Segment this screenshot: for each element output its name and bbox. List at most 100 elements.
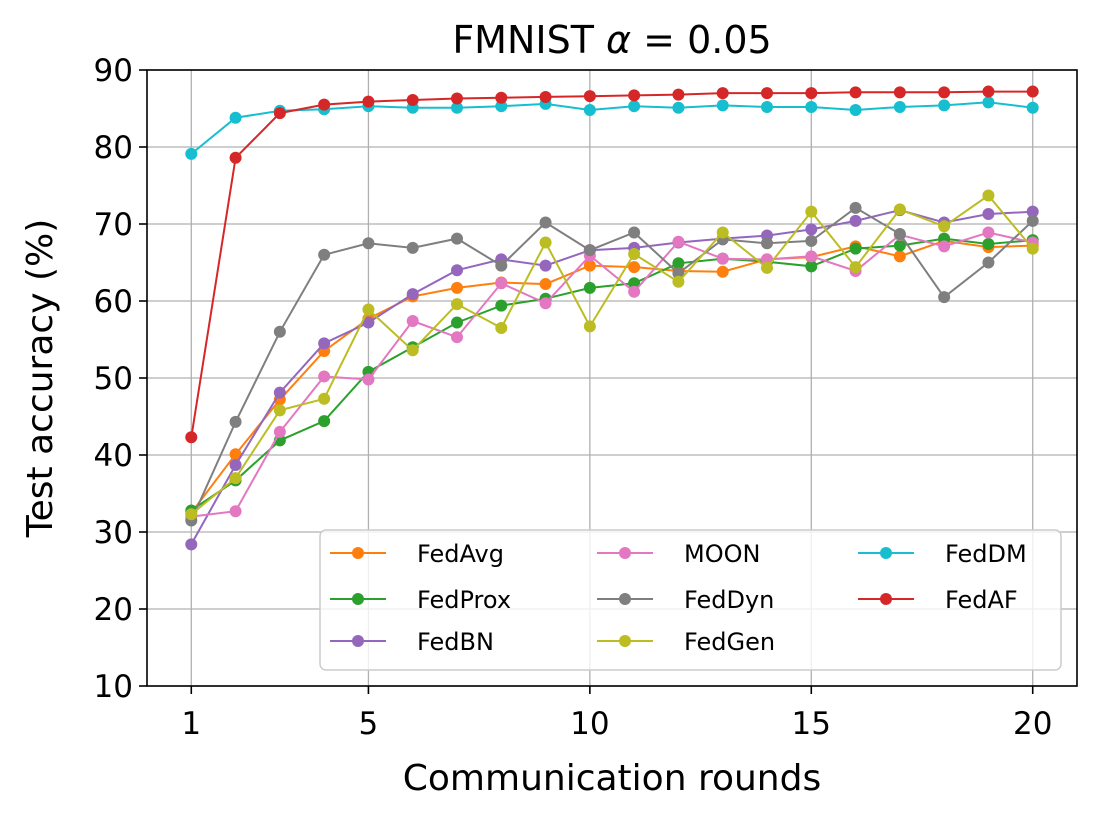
data-point-fedaf (849, 86, 862, 99)
legend-item-fedbn: FedBN (330, 628, 494, 656)
data-point-fedaf (362, 95, 375, 108)
x-tick-label: 1 (181, 706, 201, 742)
data-point-feddm (583, 104, 596, 117)
series-line-fedbn (190, 209, 1033, 545)
data-point-fedbn (362, 316, 375, 329)
data-point-feddm (982, 96, 995, 109)
y-tick-label: 60 (94, 284, 133, 320)
data-point-fedgen (273, 404, 286, 417)
data-point-fedgen (451, 298, 463, 311)
data-point-fedgen (406, 344, 419, 357)
data-point-moon (273, 425, 286, 438)
data-point-feddyn (938, 291, 951, 304)
legend-marker-feddyn (619, 593, 631, 605)
data-point-fedbn (318, 337, 331, 350)
data-point-fedprox (982, 238, 995, 251)
data-point-feddyn (805, 234, 818, 247)
legend-marker-feddm (880, 547, 892, 559)
legend-label-fedprox: FedProx (417, 586, 511, 614)
data-point-fedgen (229, 472, 242, 485)
data-point-fedaf (982, 85, 995, 98)
data-point-fedaf (628, 89, 641, 102)
data-point-fedgen (628, 248, 641, 261)
data-point-fedavg (893, 250, 906, 263)
data-point-feddm (628, 100, 641, 113)
data-point-fedgen (539, 236, 552, 249)
data-point-fedaf (716, 87, 729, 100)
data-point-feddm (1026, 101, 1039, 114)
series-line-fedgen (190, 194, 1034, 516)
data-point-feddyn (539, 216, 552, 229)
legend-item-feddm: FedDM (858, 540, 1027, 568)
y-tick-label: 20 (94, 592, 133, 628)
data-point-feddm (451, 101, 463, 114)
data-point-fedprox (583, 281, 596, 294)
data-point-fedbn (805, 223, 818, 236)
y-axis-label: Test accuracy (%) (20, 219, 61, 539)
chart-title: FMNIST α = 0.05 (452, 18, 771, 62)
data-point-fedaf (805, 87, 818, 100)
data-point-feddm (495, 100, 508, 113)
y-tick-label: 80 (94, 130, 133, 166)
x-tick-label: 15 (792, 706, 831, 742)
legend-item-moon: MOON (597, 540, 760, 568)
data-point-feddyn (495, 259, 508, 272)
legend-label-fedaf: FedAF (945, 586, 1018, 614)
data-point-fedavg (716, 265, 729, 278)
data-point-feddm (185, 147, 198, 160)
data-point-feddyn (583, 244, 596, 257)
data-point-fedavg (628, 261, 641, 274)
data-point-fedgen (495, 321, 508, 334)
data-point-feddm (229, 111, 242, 124)
data-point-feddyn (1026, 214, 1039, 227)
data-point-fedprox (805, 260, 818, 273)
data-point-fedgen (982, 189, 995, 202)
data-point-fedaf (273, 107, 286, 120)
series-fedavg (185, 234, 1039, 519)
legend-label-fedgen: FedGen (684, 628, 775, 656)
data-point-fedgen (761, 261, 773, 274)
series-line-moon (191, 231, 1033, 518)
data-point-fedaf (406, 94, 419, 107)
series-line-fedaf (190, 90, 1033, 438)
legend-marker-fedprox (352, 593, 364, 605)
legend-marker-fedgen (619, 635, 631, 647)
series-feddyn (185, 201, 1039, 527)
data-point-fedaf (583, 90, 596, 103)
data-point-fedbn (849, 214, 862, 227)
data-point-moon (628, 285, 641, 298)
data-point-moon (229, 505, 242, 518)
data-point-fedaf (451, 92, 463, 105)
legend-marker-fedbn (352, 635, 364, 647)
data-point-fedprox (672, 257, 685, 270)
data-point-fedaf (761, 87, 773, 100)
data-point-feddyn (451, 232, 463, 245)
data-point-fedprox (893, 239, 906, 252)
data-point-fedavg (229, 448, 242, 461)
legend-box (319, 529, 1062, 671)
data-point-fedbn (406, 288, 419, 301)
data-point-feddm (716, 99, 729, 112)
data-point-feddm (938, 99, 951, 112)
data-point-moon (938, 240, 951, 253)
data-point-fedaf (1026, 85, 1039, 98)
legend-marker-moon (619, 547, 631, 559)
data-point-feddm (672, 101, 685, 114)
data-point-moon (451, 331, 463, 344)
data-point-moon (982, 226, 995, 239)
data-point-moon (539, 297, 552, 310)
data-point-fedbn (539, 259, 552, 272)
y-tick-label: 50 (94, 361, 133, 397)
legend-label-feddm: FedDM (945, 540, 1027, 568)
data-point-fedaf (539, 90, 552, 103)
data-point-fedprox (628, 277, 641, 290)
data-point-moon (761, 253, 773, 266)
legend-item-fedavg: FedAvg (330, 540, 504, 568)
x-tick-label: 5 (359, 706, 379, 742)
data-point-fedprox (451, 316, 463, 329)
y-tick-label: 90 (94, 53, 133, 89)
data-point-fedaf (185, 431, 198, 444)
legend-marker-fedavg (352, 547, 364, 559)
data-point-fedprox (849, 242, 862, 255)
series-fedgen (185, 189, 1039, 521)
